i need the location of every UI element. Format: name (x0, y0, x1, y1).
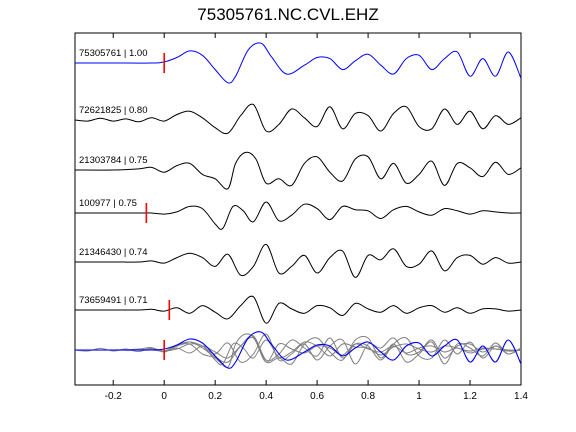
stack-gray-line-4 (75, 333, 522, 365)
x-tick-label-3: 0.4 (259, 391, 273, 402)
stack-gray-line-2 (74, 333, 522, 368)
x-tick-label-1: 0 (161, 391, 167, 402)
stack-gray-line-5 (75, 336, 522, 363)
x-tick-label-0: -0.2 (105, 391, 123, 402)
x-axis: -0.2 0 0.2 0.4 0.6 0.8 1 1.2 1.4 (105, 33, 528, 402)
trace-line-3 (74, 151, 522, 190)
x-tick-label-4: 0.6 (310, 391, 324, 402)
stack-gray-line-1 (74, 335, 522, 363)
trace-label-3: 21303784 | 0.75 (79, 155, 148, 166)
trace-label-2: 72621825 | 0.80 (79, 105, 148, 116)
trace-label-5: 21346430 | 0.74 (79, 247, 148, 258)
stack-gray-line-3 (75, 339, 522, 366)
traces-group: 75305761 | 1.00 72621825 | 0.80 21303784 |… (74, 42, 522, 324)
trace-label-4: 100977 | 0.75 (79, 198, 137, 209)
trace-line-6 (75, 295, 522, 324)
stack-overlay (74, 331, 522, 369)
trace-line-5 (75, 243, 522, 278)
chart-title: 75305761.NC.CVL.EHZ (197, 5, 379, 24)
trace-line-2 (74, 103, 522, 135)
trace-label-1: 75305761 | 1.00 (79, 48, 148, 59)
trace-line-1 (75, 42, 522, 84)
x-tick-label-5: 0.8 (361, 391, 375, 402)
x-tick-label-2: 0.2 (208, 391, 222, 402)
x-tick-label-8: 1.4 (514, 391, 528, 402)
stack-primary-line (75, 331, 522, 369)
trace-line-4 (75, 201, 522, 230)
x-tick-label-6: 1 (416, 391, 422, 402)
trace-label-6: 73659491 | 0.71 (79, 295, 148, 306)
x-tick-label-7: 1.2 (463, 391, 477, 402)
axes-frame (74, 32, 522, 386)
